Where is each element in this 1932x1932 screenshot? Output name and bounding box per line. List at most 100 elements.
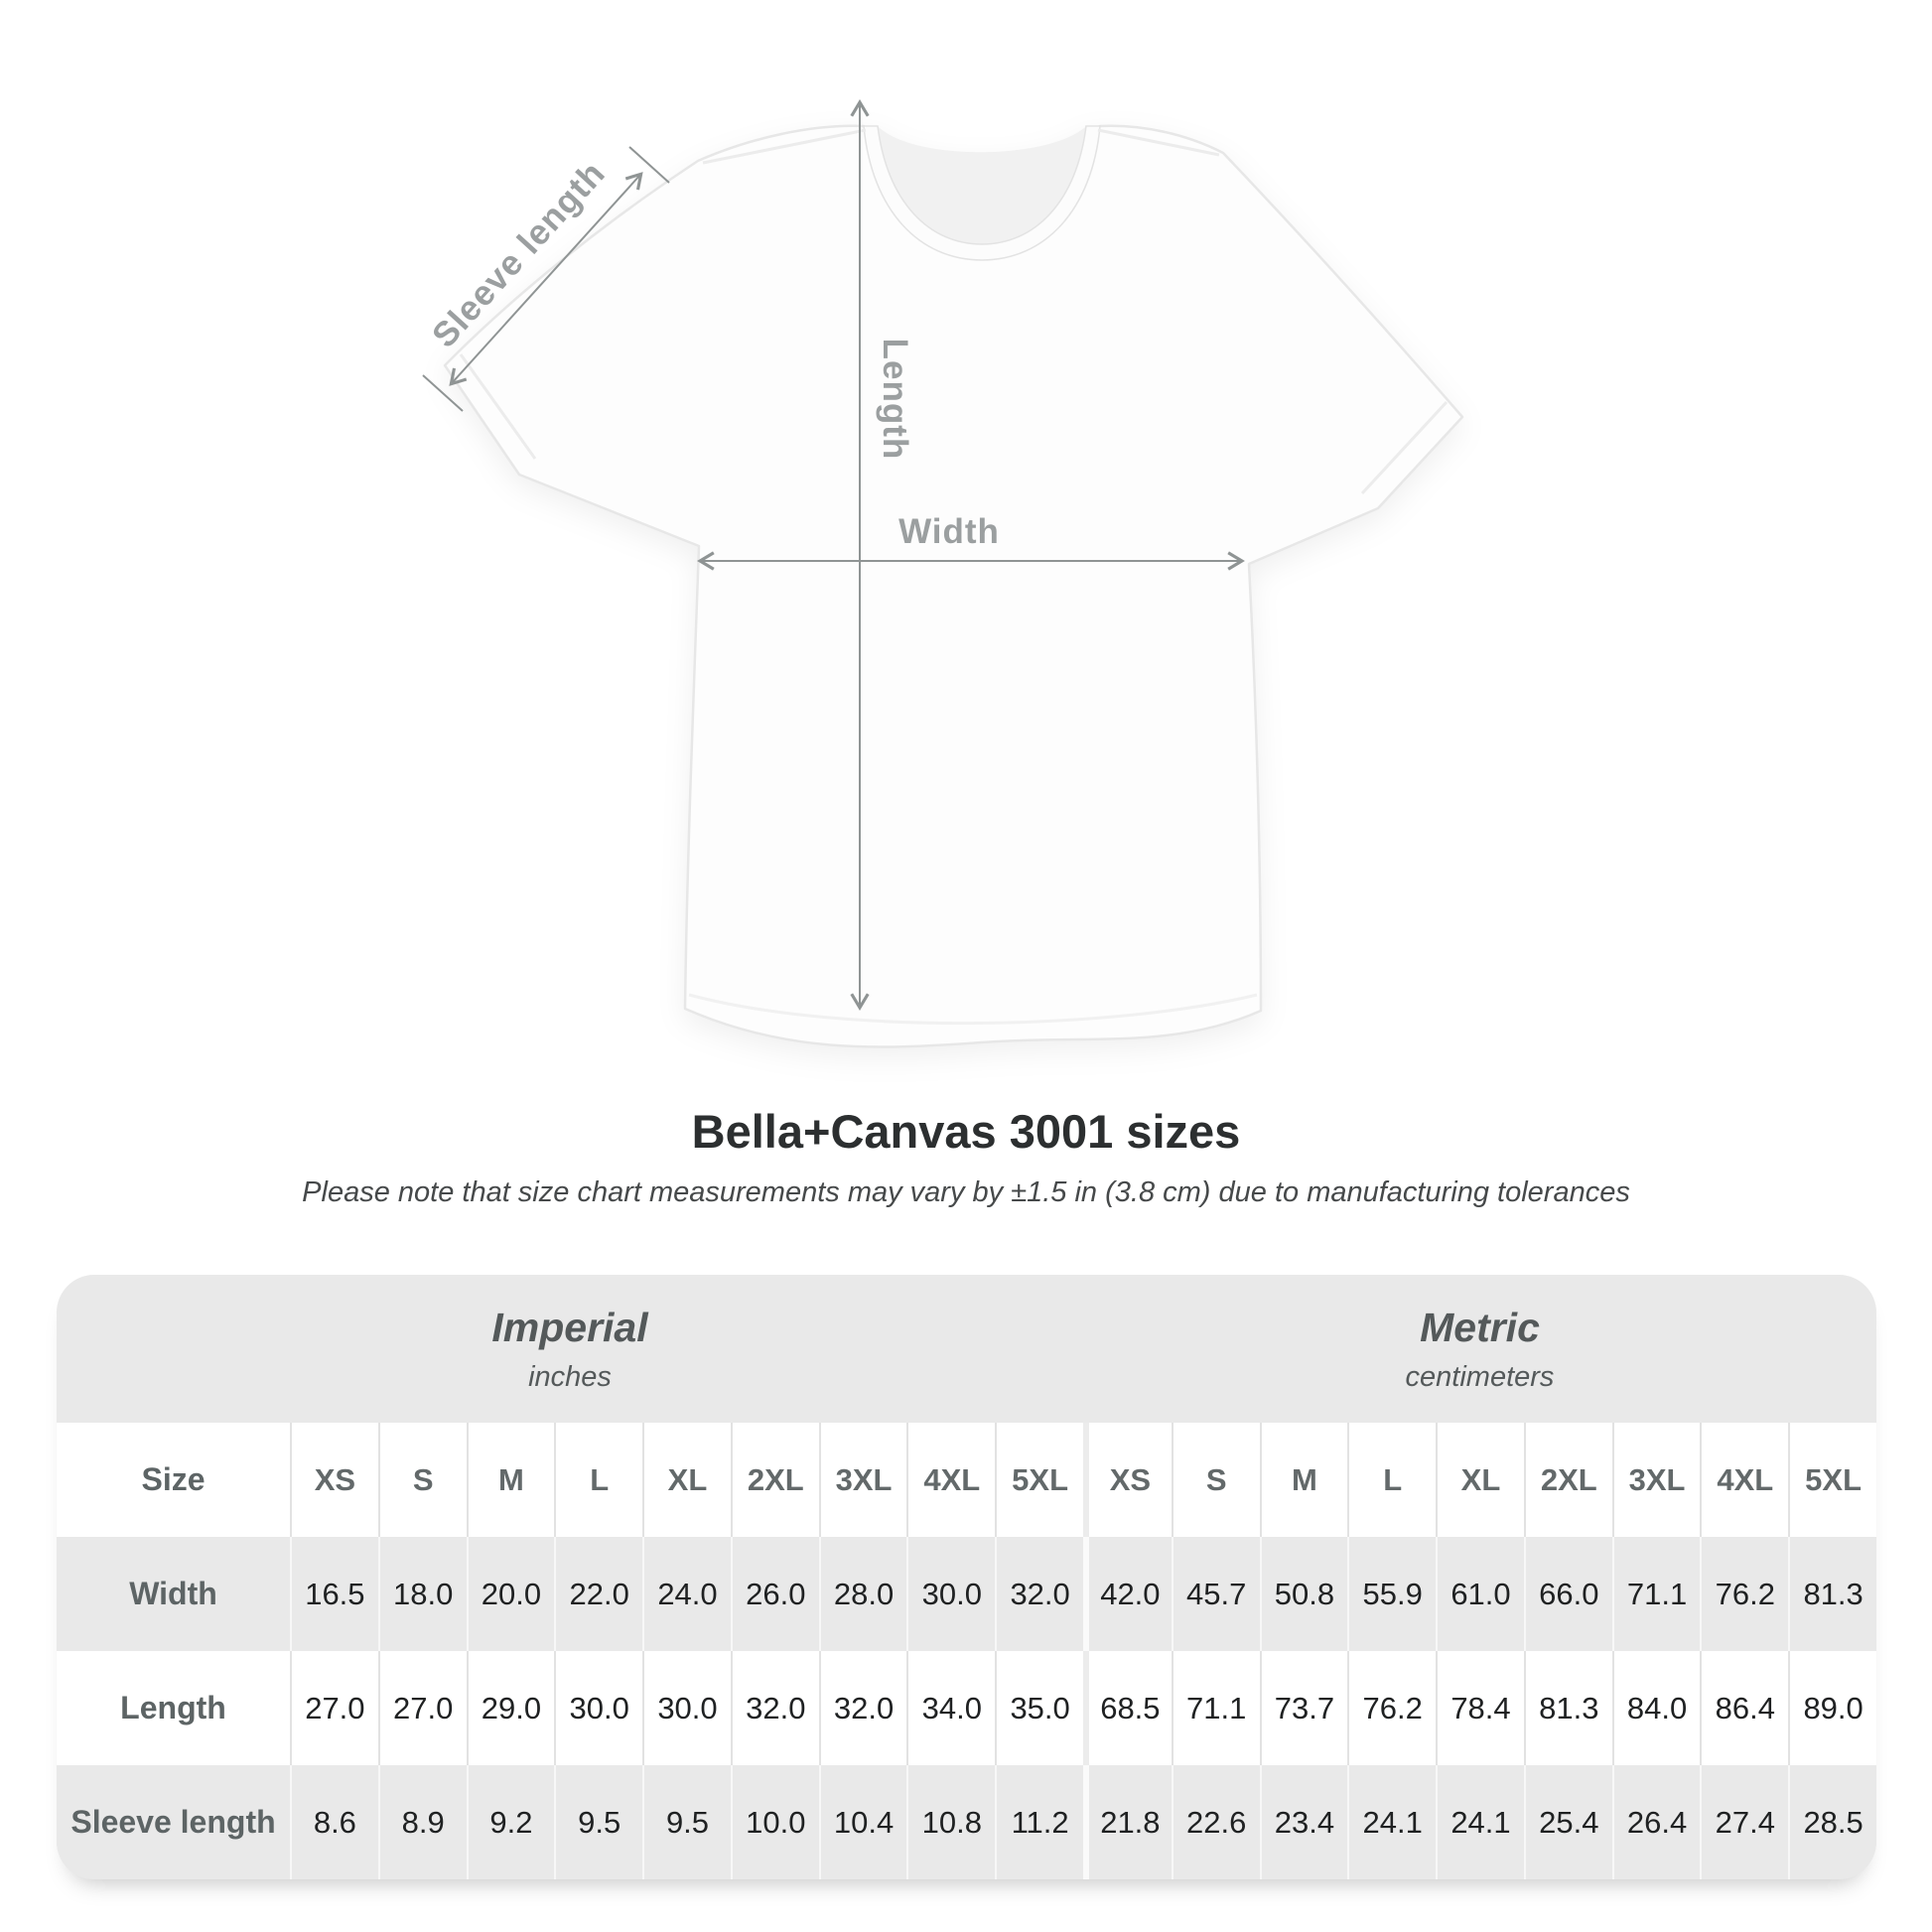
table-cell: 26.4 <box>1611 1765 1701 1879</box>
size-header-metric-2xl: 2XL <box>1523 1423 1612 1537</box>
size-header-metric-5xl: 5XL <box>1788 1423 1876 1537</box>
metric-group-label: Metric <box>1420 1304 1540 1350</box>
collar-inside <box>878 126 1086 244</box>
table-cell: 27.0 <box>377 1651 467 1765</box>
metric-group-header: Metric centimeters <box>1083 1275 1876 1423</box>
sleeve-dimension-tick-bottom <box>422 374 464 412</box>
table-cell: 42.0 <box>1083 1537 1172 1651</box>
imperial-group-label: Imperial <box>491 1304 648 1350</box>
table-cell: 22.6 <box>1171 1765 1260 1879</box>
table-cell: 28.5 <box>1788 1765 1876 1879</box>
table-cell: 8.9 <box>377 1765 467 1879</box>
size-header-imperial-2xl: 2XL <box>730 1423 819 1537</box>
table-cell: 89.0 <box>1788 1651 1876 1765</box>
page-title: Bella+Canvas 3001 sizes <box>691 1105 1241 1158</box>
size-header-metric-s: S <box>1171 1423 1260 1537</box>
table-cell: 27.0 <box>290 1651 378 1765</box>
table-row-length: Length 27.0 27.0 29.0 30.0 30.0 32.0 32.0 34.0 35… <box>57 1651 1876 1765</box>
left-shoulder-seam <box>702 128 867 165</box>
metric-group-unit: centimeters <box>1405 1360 1555 1393</box>
table-group-header: Imperial inches Metric centimeters <box>57 1275 1876 1423</box>
table-cell: 11.2 <box>995 1765 1083 1879</box>
size-header-metric-l: L <box>1347 1423 1436 1537</box>
table-cell: 71.1 <box>1611 1537 1701 1651</box>
table-cell: 9.2 <box>466 1765 555 1879</box>
table-cell: 66.0 <box>1523 1537 1612 1651</box>
row-label: Width <box>129 1576 217 1611</box>
table-cell: 26.0 <box>730 1537 819 1651</box>
sleeve-dimension-tick-top <box>628 146 670 184</box>
table-cell: 76.2 <box>1347 1651 1436 1765</box>
table-row-width: Width 16.5 18.0 20.0 22.0 24.0 26.0 28.0 30.0 32.… <box>57 1537 1876 1651</box>
table-cell: 76.2 <box>1700 1537 1788 1651</box>
table-cell: 25.4 <box>1523 1765 1612 1879</box>
size-header-metric-xs: XS <box>1083 1423 1172 1537</box>
table-cell: 73.7 <box>1259 1651 1348 1765</box>
collar-band <box>863 125 1101 261</box>
size-header-metric-4xl: 4XL <box>1700 1423 1788 1537</box>
size-header-metric-xl: XL <box>1436 1423 1524 1537</box>
page-subtitle: Please note that size chart measurements… <box>302 1176 1630 1208</box>
table-cell: 55.9 <box>1347 1537 1436 1651</box>
right-shoulder-seam <box>1097 128 1220 157</box>
width-label: Width <box>898 512 1000 551</box>
table-cell: 10.0 <box>730 1765 819 1879</box>
table-cell: 32.0 <box>818 1651 907 1765</box>
table-cell: 20.0 <box>466 1537 555 1651</box>
table-cell: 29.0 <box>466 1651 555 1765</box>
size-header-imperial-m: M <box>466 1423 555 1537</box>
size-header-imperial-s: S <box>377 1423 467 1537</box>
imperial-group-header: Imperial inches <box>57 1275 1083 1423</box>
table-cell: 30.0 <box>642 1651 731 1765</box>
size-header-metric-3xl: 3XL <box>1611 1423 1701 1537</box>
size-header-imperial-l: L <box>554 1423 642 1537</box>
size-header-imperial-5xl: 5XL <box>995 1423 1083 1537</box>
table-cell: 81.3 <box>1788 1537 1876 1651</box>
size-column-header: Size <box>141 1461 206 1497</box>
table-cell: 10.4 <box>818 1765 907 1879</box>
table-cell: 30.0 <box>906 1537 995 1651</box>
table-cell: 30.0 <box>554 1651 642 1765</box>
length-label: Length <box>876 339 914 461</box>
size-header-imperial-4xl: 4XL <box>906 1423 995 1537</box>
table-cell: 84.0 <box>1611 1651 1701 1765</box>
size-header-metric-m: M <box>1259 1423 1348 1537</box>
table-cell: 68.5 <box>1083 1651 1172 1765</box>
size-table: Imperial inches Metric centimeters Size X… <box>57 1275 1876 1879</box>
size-header-imperial-xl: XL <box>642 1423 731 1537</box>
table-cell: 28.0 <box>818 1537 907 1651</box>
table-cell: 71.1 <box>1171 1651 1260 1765</box>
table-cell: 86.4 <box>1700 1651 1788 1765</box>
tshirt-diagram: Length Width Sleeve length <box>422 99 1464 1048</box>
sleeve-dimension-line <box>449 172 643 386</box>
size-header-imperial-3xl: 3XL <box>818 1423 907 1537</box>
table-row-sleeve-length: Sleeve length 8.6 8.9 9.2 9.5 9.5 10.0 10.4 10.8… <box>57 1765 1876 1879</box>
title-block: Bella+Canvas 3001 sizes Please note that… <box>0 1104 1932 1209</box>
table-cell: 18.0 <box>377 1537 467 1651</box>
row-label: Length <box>120 1690 226 1725</box>
table-cell: 24.0 <box>642 1537 731 1651</box>
table-cell: 24.1 <box>1436 1765 1524 1879</box>
table-cell: 32.0 <box>730 1651 819 1765</box>
row-label: Sleeve length <box>70 1804 276 1840</box>
table-cell: 9.5 <box>642 1765 731 1879</box>
table-cell: 78.4 <box>1436 1651 1524 1765</box>
table-cell: 16.5 <box>290 1537 378 1651</box>
table-cell: 35.0 <box>995 1651 1083 1765</box>
imperial-group-unit: inches <box>528 1360 612 1393</box>
table-header-row: Size XS S M L XL 2XL 3XL 4XL 5XL XS S M L XL 2XL 3XL 4XL 5… <box>57 1423 1876 1537</box>
table-cell: 23.4 <box>1259 1765 1348 1879</box>
table-cell: 32.0 <box>995 1537 1083 1651</box>
table-cell: 61.0 <box>1436 1537 1524 1651</box>
right-cuff-seam <box>1360 400 1449 495</box>
table-cell: 21.8 <box>1083 1765 1172 1879</box>
table-cell: 50.8 <box>1259 1537 1348 1651</box>
table-cell: 34.0 <box>906 1651 995 1765</box>
size-header-imperial-xs: XS <box>290 1423 378 1537</box>
tshirt-body <box>443 124 1464 1048</box>
table-cell: 9.5 <box>554 1765 642 1879</box>
table-cell: 81.3 <box>1523 1651 1612 1765</box>
table-body: Width 16.5 18.0 20.0 22.0 24.0 26.0 28.0 30.0 32.… <box>57 1537 1876 1879</box>
tshirt-graphic <box>443 124 1464 1048</box>
